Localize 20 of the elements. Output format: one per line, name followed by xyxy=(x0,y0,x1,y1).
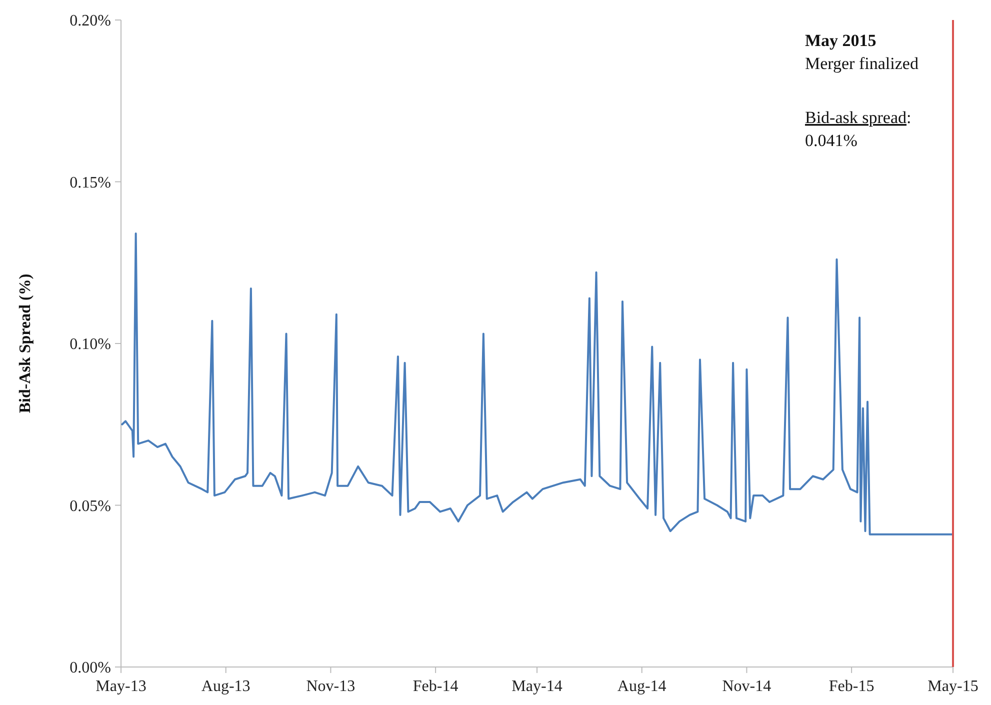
y-tick-label: 0.10% xyxy=(70,336,111,354)
x-tick-label: Aug-14 xyxy=(617,678,666,695)
x-tick-label: May-15 xyxy=(928,678,978,695)
annotation: 0.041% xyxy=(805,131,858,150)
x-tick-label: Feb-14 xyxy=(412,678,458,695)
annotation: Merger finalized xyxy=(805,54,919,73)
y-tick-label: 0.05% xyxy=(70,498,111,515)
annotation: Bid-ask spread: xyxy=(805,108,912,127)
x-tick-label: Feb-15 xyxy=(828,678,874,695)
x-tick-label: Aug-13 xyxy=(201,678,250,695)
y-tick-label: 0.00% xyxy=(70,660,111,677)
annotation: May 2015 xyxy=(805,31,876,50)
x-tick-label: Nov-14 xyxy=(722,678,772,695)
line-series xyxy=(121,232,953,536)
y-tick-label: 0.15% xyxy=(70,174,111,192)
x-tick-label: May-13 xyxy=(96,678,146,695)
x-tick-label: Nov-13 xyxy=(306,678,356,695)
y-tick-label: 0.20% xyxy=(70,12,111,30)
y-axis-title: Bid-Ask Spread (%) xyxy=(17,274,34,414)
x-tick-label: May-14 xyxy=(512,678,562,695)
